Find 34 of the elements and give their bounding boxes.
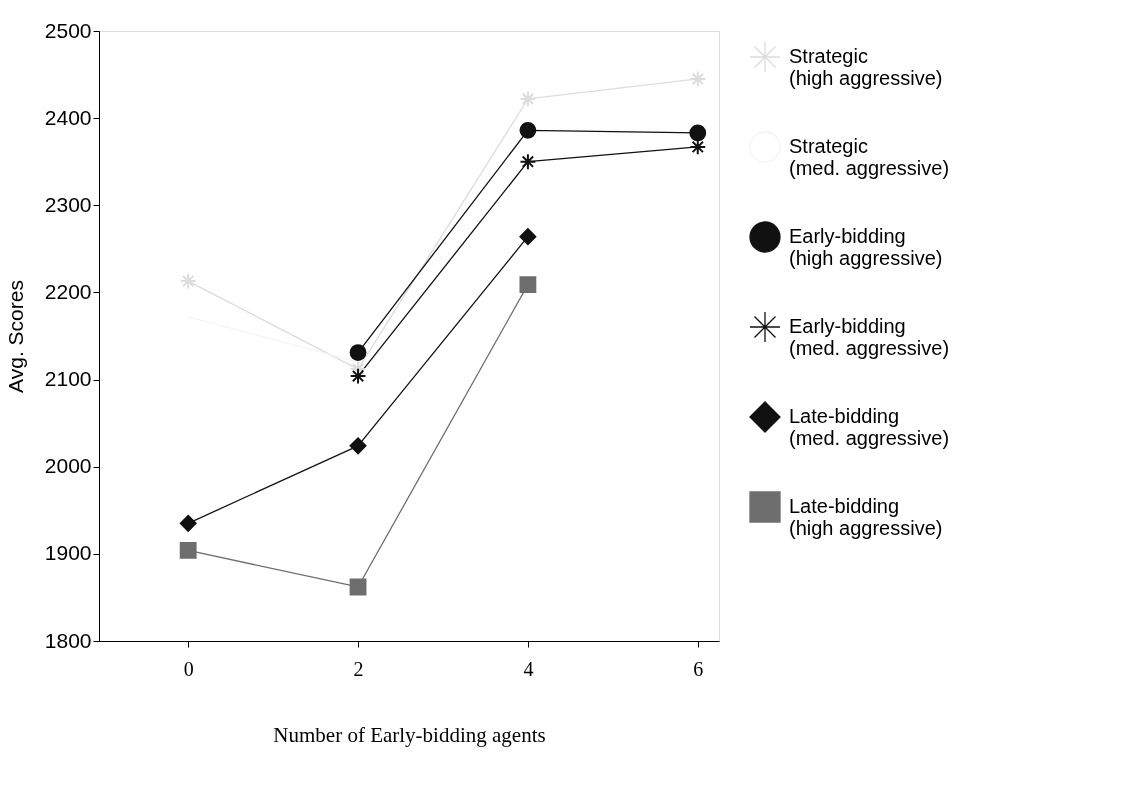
x-axis-title: Number of Early-bidding agents [273, 722, 546, 747]
point [349, 437, 367, 455]
x-tick-label: 2 [353, 657, 364, 680]
y-axis-title: Avg. Scores [3, 280, 27, 393]
point [519, 276, 537, 293]
point [519, 153, 537, 171]
x-tick-label: 6 [693, 657, 704, 680]
legend-label: Late-bidding (high aggressive) [789, 495, 943, 539]
legend-label: Early-bidding (med. aggressive) [789, 315, 950, 359]
legend-label: Strategic (high aggressive) [789, 45, 943, 89]
y-tick-label: 1800 [44, 628, 92, 652]
x-tick-label: 0 [183, 657, 194, 680]
legend-label: Strategic (med. aggressive) [789, 135, 950, 179]
legend-label: Late-bidding (med. aggressive) [789, 405, 950, 449]
y-tick-label: 2100 [44, 367, 92, 391]
point [519, 90, 537, 108]
point [179, 272, 197, 290]
y-tick-label: 1900 [44, 541, 92, 565]
point [519, 228, 537, 246]
y-tick-label: 2300 [44, 192, 92, 216]
y-tick-label: 2400 [44, 105, 92, 129]
legend-label: Early-bidding (high aggressive) [789, 225, 943, 269]
x-tick-label: 4 [523, 657, 534, 680]
point [689, 124, 707, 142]
point [349, 578, 367, 596]
point [519, 121, 537, 139]
point [349, 367, 367, 385]
y-tick-label: 2000 [44, 454, 92, 478]
point [179, 541, 197, 559]
y-tick-label: 2500 [44, 18, 92, 42]
y-tick-label: 2200 [44, 279, 92, 303]
point [689, 70, 707, 88]
point [179, 514, 197, 532]
point [349, 344, 367, 361]
